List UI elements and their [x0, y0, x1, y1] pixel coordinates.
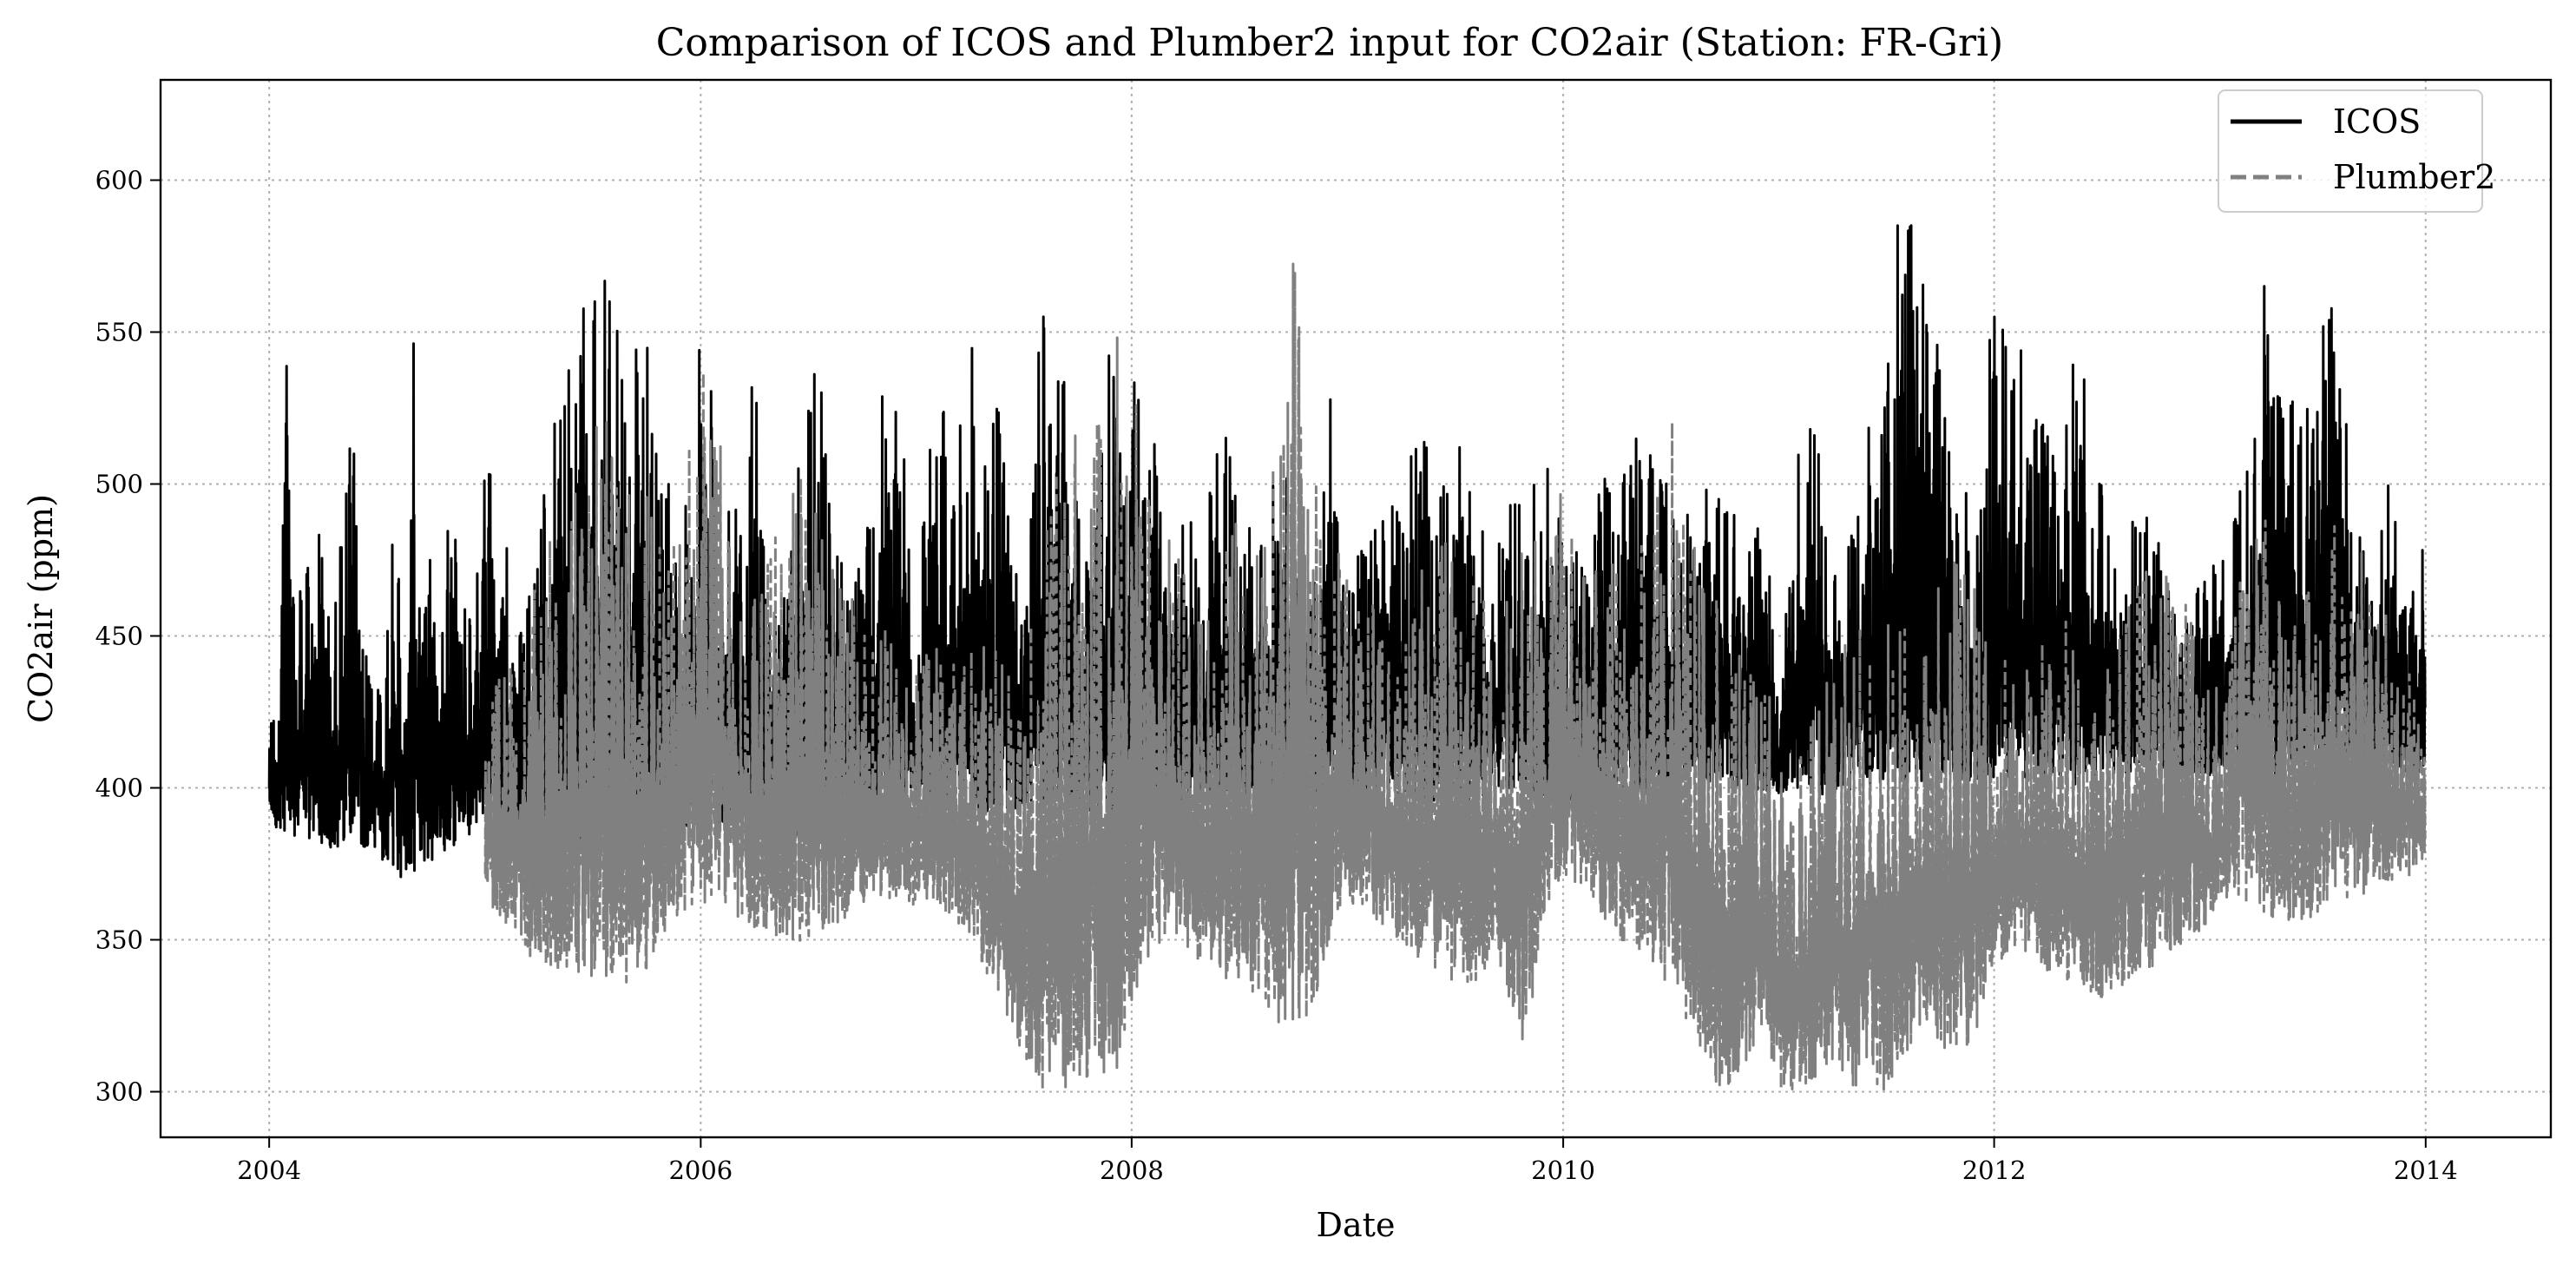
y-tick-label: 500: [95, 470, 143, 499]
series-line-plumber2: [483, 262, 2427, 1091]
y-tick-label: 350: [95, 925, 143, 955]
x-tick-label: 2006: [668, 1156, 733, 1185]
legend-label-icos: ICOS: [2333, 102, 2421, 141]
series-layer: [267, 224, 2427, 1091]
y-tick-label: 450: [95, 622, 143, 651]
x-tick-label: 2008: [1100, 1156, 1164, 1185]
x-tick-label: 2012: [1962, 1156, 2027, 1185]
x-tick-label: 2004: [237, 1156, 301, 1185]
axis-ticks: 2004 2006 2008 2010 2012 2014 300 350 400 450 500 5…: [95, 166, 2458, 1186]
y-tick-label: 300: [95, 1077, 143, 1107]
y-tick-label: 400: [95, 774, 143, 803]
y-axis-label: CO2air (ppm): [22, 494, 60, 723]
y-tick-label: 550: [95, 318, 143, 347]
plot-frame: [159, 78, 2553, 1139]
x-tick-label: 2014: [2394, 1156, 2458, 1185]
x-axis-label: Date: [1317, 1206, 1396, 1244]
legend: ICOS Plumber2: [2218, 89, 2495, 213]
chart-title: Comparison of ICOS and Plumber2 input fo…: [656, 21, 2003, 65]
legend-label-plumber2: Plumber2: [2333, 158, 2495, 196]
y-tick-label: 600: [95, 166, 143, 195]
x-tick-label: 2010: [1531, 1156, 1595, 1185]
